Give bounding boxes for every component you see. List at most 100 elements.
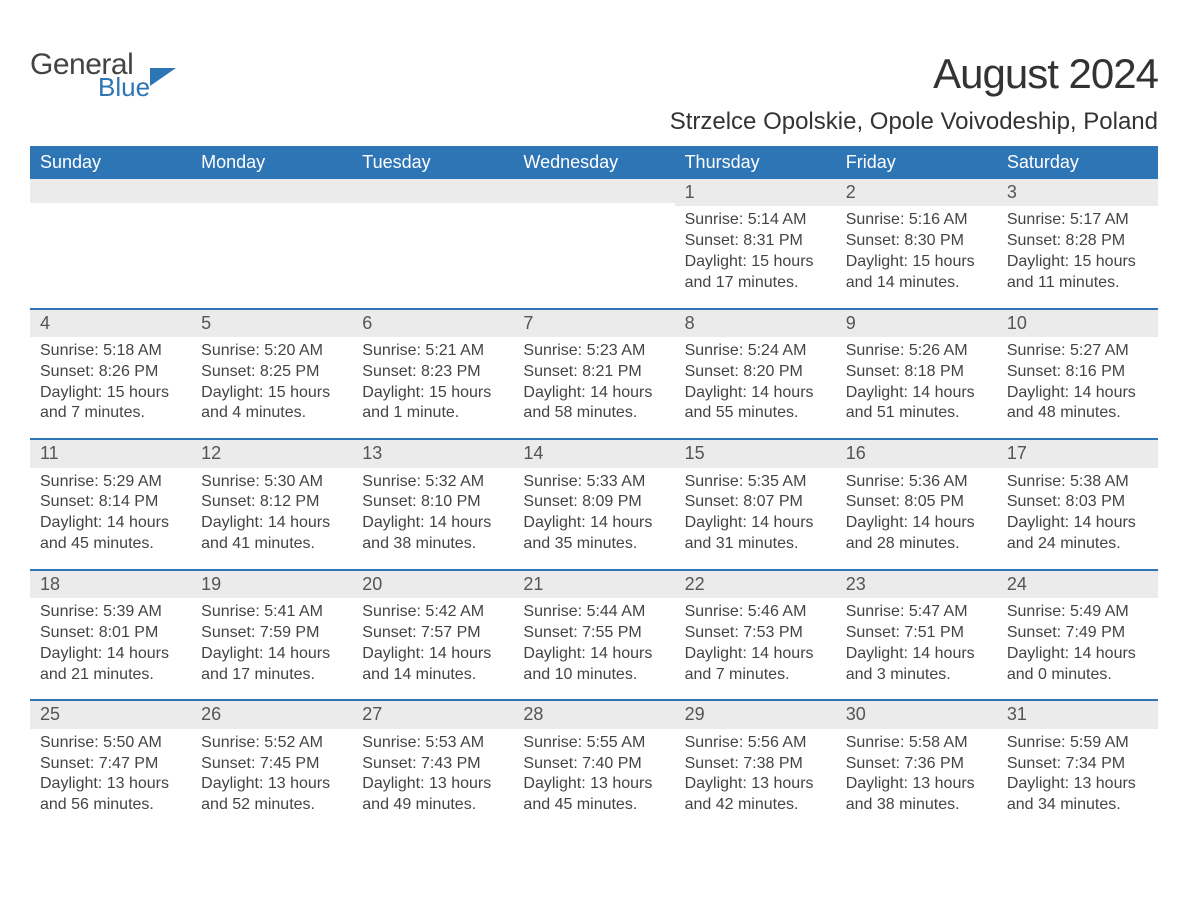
daylight-line: Daylight: 14 hours and 7 minutes. — [685, 644, 826, 686]
daylight-line: Daylight: 14 hours and 21 minutes. — [40, 644, 181, 686]
daylight-line: Daylight: 14 hours and 58 minutes. — [523, 383, 664, 425]
sunrise-line: Sunrise: 5:33 AM — [523, 472, 664, 493]
day-cell — [352, 179, 513, 308]
day-body: Sunrise: 5:32 AMSunset: 8:10 PMDaylight:… — [352, 468, 513, 569]
day-body — [513, 203, 674, 221]
day-number: 15 — [675, 440, 836, 467]
day-number: 7 — [513, 310, 674, 337]
day-cell: 29Sunrise: 5:56 AMSunset: 7:38 PMDayligh… — [675, 701, 836, 830]
sunset-line: Sunset: 7:47 PM — [40, 754, 181, 775]
day-cell: 30Sunrise: 5:58 AMSunset: 7:36 PMDayligh… — [836, 701, 997, 830]
day-cell: 12Sunrise: 5:30 AMSunset: 8:12 PMDayligh… — [191, 440, 352, 569]
day-body: Sunrise: 5:58 AMSunset: 7:36 PMDaylight:… — [836, 729, 997, 830]
sunset-line: Sunset: 7:36 PM — [846, 754, 987, 775]
week-row: 18Sunrise: 5:39 AMSunset: 8:01 PMDayligh… — [30, 569, 1158, 700]
daylight-line: Daylight: 14 hours and 31 minutes. — [685, 513, 826, 555]
day-body: Sunrise: 5:24 AMSunset: 8:20 PMDaylight:… — [675, 337, 836, 438]
day-body: Sunrise: 5:50 AMSunset: 7:47 PMDaylight:… — [30, 729, 191, 830]
brand-triangle-icon — [150, 68, 176, 86]
day-body: Sunrise: 5:36 AMSunset: 8:05 PMDaylight:… — [836, 468, 997, 569]
sunrise-line: Sunrise: 5:49 AM — [1007, 602, 1148, 623]
day-body: Sunrise: 5:33 AMSunset: 8:09 PMDaylight:… — [513, 468, 674, 569]
week-row: 25Sunrise: 5:50 AMSunset: 7:47 PMDayligh… — [30, 699, 1158, 830]
day-cell: 14Sunrise: 5:33 AMSunset: 8:09 PMDayligh… — [513, 440, 674, 569]
day-number: 13 — [352, 440, 513, 467]
day-body: Sunrise: 5:27 AMSunset: 8:16 PMDaylight:… — [997, 337, 1158, 438]
brand-word-2: Blue — [98, 74, 150, 100]
sunrise-line: Sunrise: 5:58 AM — [846, 733, 987, 754]
sunset-line: Sunset: 7:51 PM — [846, 623, 987, 644]
day-cell: 25Sunrise: 5:50 AMSunset: 7:47 PMDayligh… — [30, 701, 191, 830]
day-body: Sunrise: 5:18 AMSunset: 8:26 PMDaylight:… — [30, 337, 191, 438]
sunset-line: Sunset: 8:03 PM — [1007, 492, 1148, 513]
day-number: 11 — [30, 440, 191, 467]
day-cell: 27Sunrise: 5:53 AMSunset: 7:43 PMDayligh… — [352, 701, 513, 830]
daylight-line: Daylight: 14 hours and 51 minutes. — [846, 383, 987, 425]
day-number — [30, 179, 191, 203]
day-body: Sunrise: 5:20 AMSunset: 8:25 PMDaylight:… — [191, 337, 352, 438]
day-body: Sunrise: 5:35 AMSunset: 8:07 PMDaylight:… — [675, 468, 836, 569]
daylight-line: Daylight: 13 hours and 56 minutes. — [40, 774, 181, 816]
day-number: 25 — [30, 701, 191, 728]
week-row: 11Sunrise: 5:29 AMSunset: 8:14 PMDayligh… — [30, 438, 1158, 569]
day-number: 30 — [836, 701, 997, 728]
sunrise-line: Sunrise: 5:41 AM — [201, 602, 342, 623]
daylight-line: Daylight: 15 hours and 1 minute. — [362, 383, 503, 425]
day-number — [513, 179, 674, 203]
day-body: Sunrise: 5:29 AMSunset: 8:14 PMDaylight:… — [30, 468, 191, 569]
day-body — [30, 203, 191, 221]
sunrise-line: Sunrise: 5:59 AM — [1007, 733, 1148, 754]
day-number: 20 — [352, 571, 513, 598]
sunset-line: Sunset: 7:40 PM — [523, 754, 664, 775]
sunset-line: Sunset: 7:49 PM — [1007, 623, 1148, 644]
sunrise-line: Sunrise: 5:32 AM — [362, 472, 503, 493]
day-body: Sunrise: 5:23 AMSunset: 8:21 PMDaylight:… — [513, 337, 674, 438]
day-number: 24 — [997, 571, 1158, 598]
day-number: 6 — [352, 310, 513, 337]
daylight-line: Daylight: 13 hours and 45 minutes. — [523, 774, 664, 816]
sunset-line: Sunset: 8:31 PM — [685, 231, 826, 252]
day-number: 10 — [997, 310, 1158, 337]
sunrise-line: Sunrise: 5:17 AM — [1007, 210, 1148, 231]
daylight-line: Daylight: 15 hours and 11 minutes. — [1007, 252, 1148, 294]
sunset-line: Sunset: 8:14 PM — [40, 492, 181, 513]
daylight-line: Daylight: 15 hours and 7 minutes. — [40, 383, 181, 425]
sunrise-line: Sunrise: 5:47 AM — [846, 602, 987, 623]
calendar-grid: SundayMondayTuesdayWednesdayThursdayFrid… — [30, 146, 1158, 830]
sunset-line: Sunset: 8:10 PM — [362, 492, 503, 513]
day-body: Sunrise: 5:49 AMSunset: 7:49 PMDaylight:… — [997, 598, 1158, 699]
day-body: Sunrise: 5:44 AMSunset: 7:55 PMDaylight:… — [513, 598, 674, 699]
day-number: 21 — [513, 571, 674, 598]
month-year-title: August 2024 — [933, 50, 1158, 98]
sunset-line: Sunset: 8:21 PM — [523, 362, 664, 383]
day-number: 16 — [836, 440, 997, 467]
sunset-line: Sunset: 8:12 PM — [201, 492, 342, 513]
day-number: 12 — [191, 440, 352, 467]
week-row: 1Sunrise: 5:14 AMSunset: 8:31 PMDaylight… — [30, 179, 1158, 308]
day-body: Sunrise: 5:53 AMSunset: 7:43 PMDaylight:… — [352, 729, 513, 830]
daylight-line: Daylight: 14 hours and 17 minutes. — [201, 644, 342, 686]
day-number: 14 — [513, 440, 674, 467]
daylight-line: Daylight: 14 hours and 55 minutes. — [685, 383, 826, 425]
title-block: August 2024 — [933, 50, 1158, 98]
daylight-line: Daylight: 14 hours and 14 minutes. — [362, 644, 503, 686]
daylight-line: Daylight: 15 hours and 4 minutes. — [201, 383, 342, 425]
weekday-header: Tuesday — [352, 146, 513, 179]
day-body: Sunrise: 5:21 AMSunset: 8:23 PMDaylight:… — [352, 337, 513, 438]
day-cell: 26Sunrise: 5:52 AMSunset: 7:45 PMDayligh… — [191, 701, 352, 830]
sunrise-line: Sunrise: 5:50 AM — [40, 733, 181, 754]
day-body: Sunrise: 5:59 AMSunset: 7:34 PMDaylight:… — [997, 729, 1158, 830]
sunrise-line: Sunrise: 5:23 AM — [523, 341, 664, 362]
day-cell: 18Sunrise: 5:39 AMSunset: 8:01 PMDayligh… — [30, 571, 191, 700]
sunrise-line: Sunrise: 5:16 AM — [846, 210, 987, 231]
sunrise-line: Sunrise: 5:39 AM — [40, 602, 181, 623]
day-number: 27 — [352, 701, 513, 728]
day-body: Sunrise: 5:42 AMSunset: 7:57 PMDaylight:… — [352, 598, 513, 699]
day-cell: 22Sunrise: 5:46 AMSunset: 7:53 PMDayligh… — [675, 571, 836, 700]
sunrise-line: Sunrise: 5:14 AM — [685, 210, 826, 231]
day-cell: 1Sunrise: 5:14 AMSunset: 8:31 PMDaylight… — [675, 179, 836, 308]
day-cell — [191, 179, 352, 308]
day-cell: 13Sunrise: 5:32 AMSunset: 8:10 PMDayligh… — [352, 440, 513, 569]
day-number: 4 — [30, 310, 191, 337]
sunrise-line: Sunrise: 5:35 AM — [685, 472, 826, 493]
